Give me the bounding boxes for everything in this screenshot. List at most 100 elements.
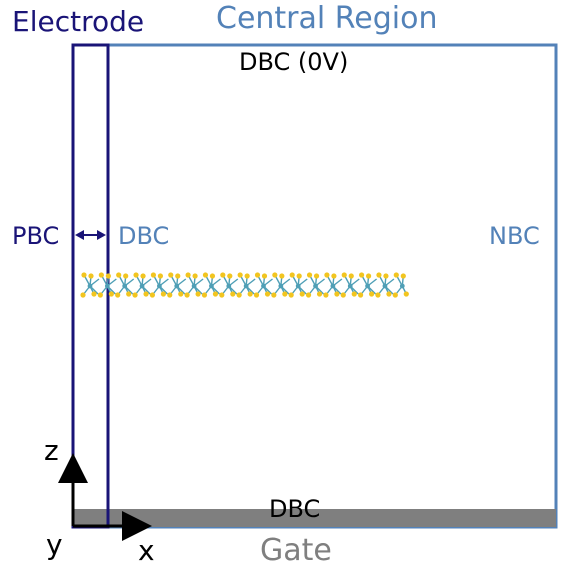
metal-atom <box>139 283 145 289</box>
top-boundary-label: DBC (0V) <box>239 48 349 76</box>
metal-atom <box>191 283 197 289</box>
sulfur-atom <box>80 292 86 298</box>
sulfur-atom <box>167 292 173 298</box>
sulfur-atom <box>202 272 209 278</box>
sulfur-atom <box>220 272 226 278</box>
sulfur-atom <box>178 291 184 297</box>
metal-atom <box>209 283 214 289</box>
sulfur-atom <box>313 273 320 279</box>
sulfur-atom <box>143 291 149 297</box>
sulfur-atom <box>324 272 330 278</box>
metal-atom <box>399 283 405 289</box>
sulfur-atom <box>369 291 375 297</box>
z-axis-label: z <box>44 434 59 467</box>
sulfur-atom <box>91 291 97 297</box>
sulfur-atom <box>279 273 285 279</box>
sulfur-atom <box>271 292 277 298</box>
sulfur-atom <box>184 292 190 298</box>
metal-atom <box>365 283 370 289</box>
sulfur-atom <box>230 291 236 297</box>
gate-strip <box>73 509 556 527</box>
sulfur-atom <box>132 292 138 298</box>
periodic-span-arrow-right-head <box>97 230 106 240</box>
metal-atom <box>104 283 110 289</box>
sulfur-atom <box>123 273 129 279</box>
metal-atom <box>313 283 318 289</box>
sulfur-atom <box>149 292 155 298</box>
sulfur-atom <box>105 273 111 279</box>
left-boundary-label: DBC <box>118 222 170 250</box>
sulfur-atom <box>219 292 225 298</box>
metal-atom <box>243 283 249 289</box>
sulfur-atom <box>97 292 103 298</box>
sulfur-atom <box>195 291 201 297</box>
metal-atom <box>157 283 162 289</box>
sulfur-atom <box>348 273 354 279</box>
sulfur-atom <box>116 272 122 278</box>
sulfur-atom <box>175 273 181 279</box>
sulfur-atom <box>282 291 288 297</box>
sulfur-atom <box>323 292 329 298</box>
molecule-chain <box>80 272 409 298</box>
sulfur-atom <box>403 291 409 297</box>
sulfur-atom <box>386 291 392 297</box>
central-region-title: Central Region <box>216 1 438 36</box>
sulfur-atom <box>400 273 406 279</box>
sulfur-atom <box>383 273 389 279</box>
sulfur-atom <box>227 273 233 279</box>
metal-atom <box>295 283 301 289</box>
sulfur-atom <box>160 291 166 297</box>
sulfur-atom <box>236 292 242 298</box>
metal-atom <box>122 283 128 289</box>
metal-atom <box>87 283 93 289</box>
sulfur-atom <box>261 273 268 279</box>
sulfur-atom <box>157 273 163 279</box>
sulfur-atom <box>247 291 253 297</box>
metal-atom <box>278 283 284 289</box>
sulfur-atom <box>334 291 340 297</box>
sulfur-atom <box>376 272 382 278</box>
sulfur-atom <box>201 292 208 298</box>
sulfur-atom <box>150 272 156 278</box>
sulfur-atom <box>115 292 121 298</box>
periodic-boundary-label: PBC <box>12 222 60 250</box>
electrode-title: Electrode <box>12 5 145 38</box>
sulfur-atom <box>288 292 294 298</box>
sulfur-atom <box>108 291 114 297</box>
metal-atom <box>330 283 336 289</box>
metal-atom <box>226 283 232 289</box>
sulfur-atom <box>212 291 219 297</box>
sulfur-atom <box>81 272 87 278</box>
sulfur-atom <box>299 291 305 297</box>
sulfur-atom <box>351 291 357 297</box>
sulfur-atom <box>98 272 104 278</box>
y-axis-label: y <box>46 528 63 561</box>
metal-atom <box>174 283 180 289</box>
sulfur-atom <box>359 272 365 278</box>
sulfur-atom <box>209 273 216 279</box>
sulfur-atom <box>340 292 346 298</box>
sulfur-atom <box>185 272 191 278</box>
bottom-boundary-label: DBC <box>269 495 321 523</box>
sulfur-atom <box>168 272 174 278</box>
sulfur-atom <box>366 273 372 279</box>
sulfur-atom <box>393 272 399 278</box>
sulfur-atom <box>305 292 312 298</box>
metal-atom <box>382 283 388 289</box>
right-boundary-label: NBC <box>489 222 540 250</box>
x-axis-label: x <box>138 534 155 567</box>
sulfur-atom <box>306 272 313 278</box>
sulfur-atom <box>331 273 337 279</box>
sulfur-atom <box>237 272 243 278</box>
sulfur-atom <box>244 273 250 279</box>
sulfur-atom <box>341 272 347 278</box>
sulfur-atom <box>140 273 146 279</box>
sulfur-atom <box>264 291 271 297</box>
sulfur-atom <box>296 273 302 279</box>
sulfur-atom <box>392 292 398 298</box>
metal-atom <box>261 283 266 289</box>
periodic-span-arrow-left-head <box>75 230 84 240</box>
sulfur-atom <box>272 272 278 278</box>
